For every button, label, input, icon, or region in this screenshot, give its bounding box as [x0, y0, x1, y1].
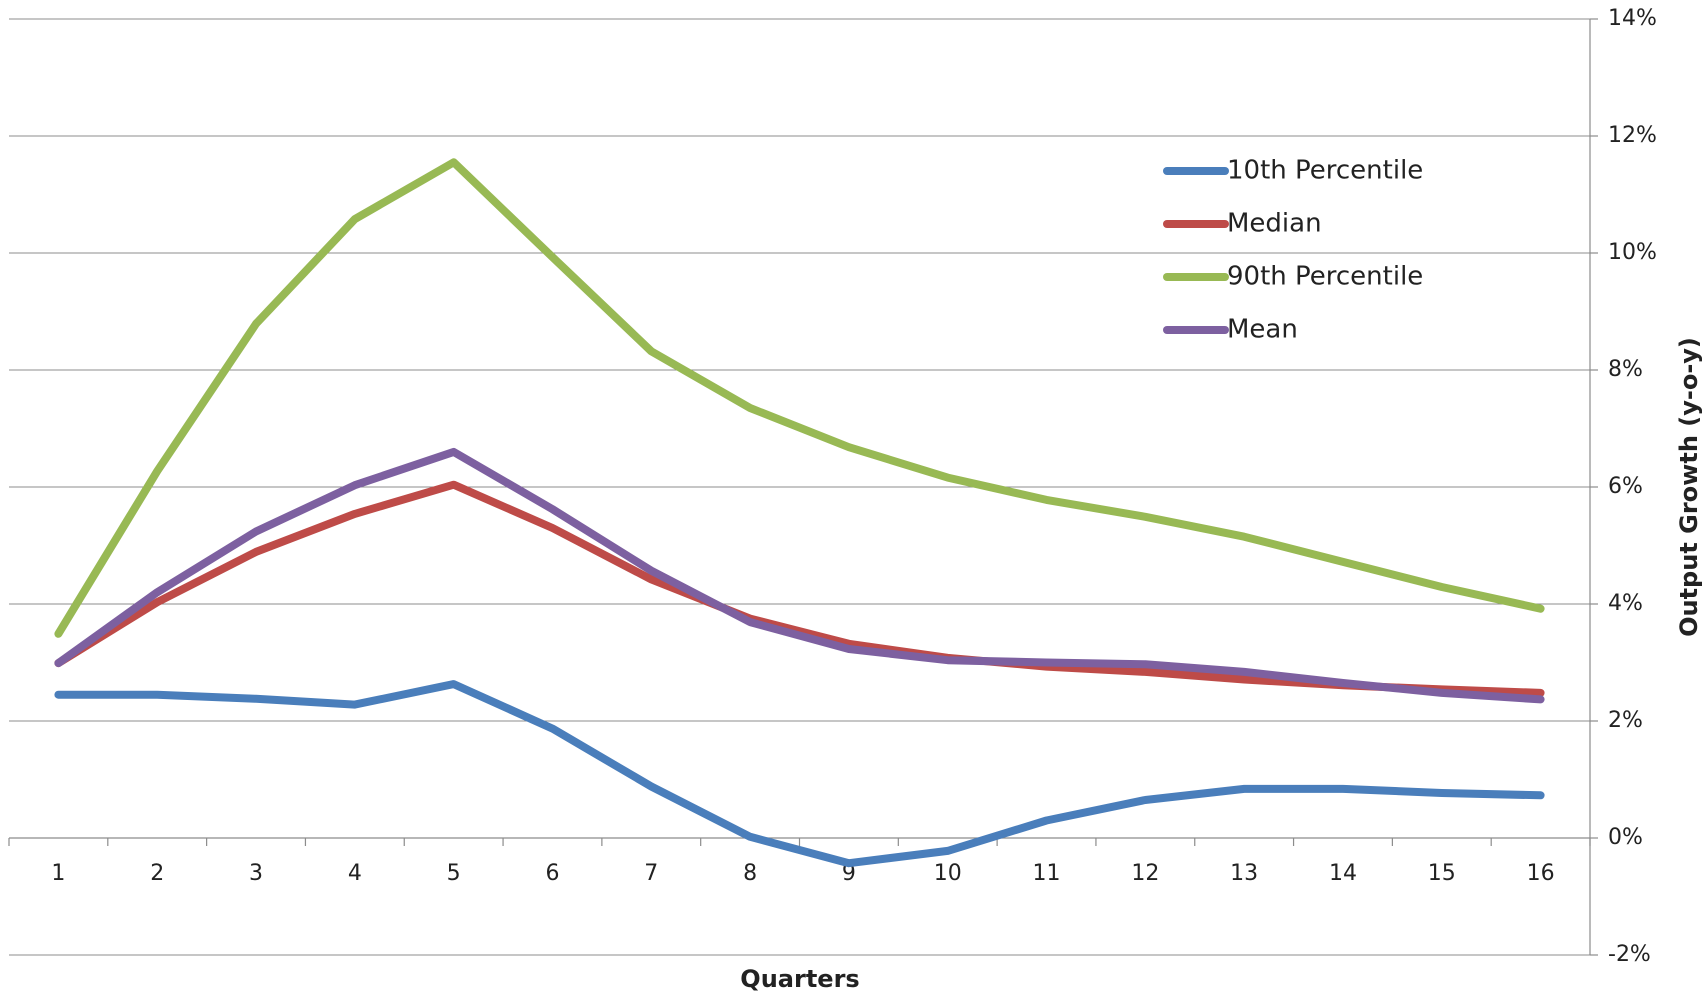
x-tick-label: 2: [150, 861, 164, 886]
y-tick-label: 6%: [1608, 474, 1643, 499]
legend-label: Mean: [1227, 315, 1298, 345]
y-tick-label: 14%: [1608, 6, 1657, 31]
x-tick-label: 16: [1527, 861, 1555, 886]
legend-label: Median: [1227, 209, 1322, 239]
x-axis-title: Quarters: [740, 965, 859, 993]
x-tick-label: 6: [545, 861, 559, 886]
series-line: [54, 158, 1545, 638]
x-tick-label: 1: [51, 861, 65, 886]
y-tick-label: 10%: [1608, 240, 1657, 265]
y-tick-label: 12%: [1608, 123, 1657, 148]
y-tick-label: 4%: [1608, 591, 1643, 616]
series-line: [54, 680, 1545, 868]
x-tick-label: 7: [644, 861, 658, 886]
x-tick-label: 15: [1428, 861, 1456, 886]
x-tick-label: 3: [249, 861, 263, 886]
y-tick-label: 0%: [1608, 825, 1643, 850]
y-tick-label: 2%: [1608, 708, 1643, 733]
x-tick-label: 10: [934, 861, 962, 886]
x-tick-label: 8: [743, 861, 757, 886]
x-tick-label: 12: [1131, 861, 1159, 886]
x-tick-label: 9: [842, 861, 856, 886]
y-tick-label: 8%: [1608, 357, 1643, 382]
series-line: [54, 480, 1545, 697]
x-tick-label: 4: [348, 861, 362, 886]
x-tick-label: 5: [447, 861, 461, 886]
y-tick-label: -2%: [1608, 942, 1651, 967]
legend-label: 90th Percentile: [1227, 262, 1423, 292]
y-axis-title: Output Growth (y-o-y): [1675, 337, 1703, 637]
x-tick-label: 11: [1033, 861, 1061, 886]
x-tick-label: 14: [1329, 861, 1357, 886]
series-line: [54, 447, 1545, 704]
legend-label: 10th Percentile: [1227, 156, 1423, 186]
x-tick-label: 13: [1230, 861, 1258, 886]
